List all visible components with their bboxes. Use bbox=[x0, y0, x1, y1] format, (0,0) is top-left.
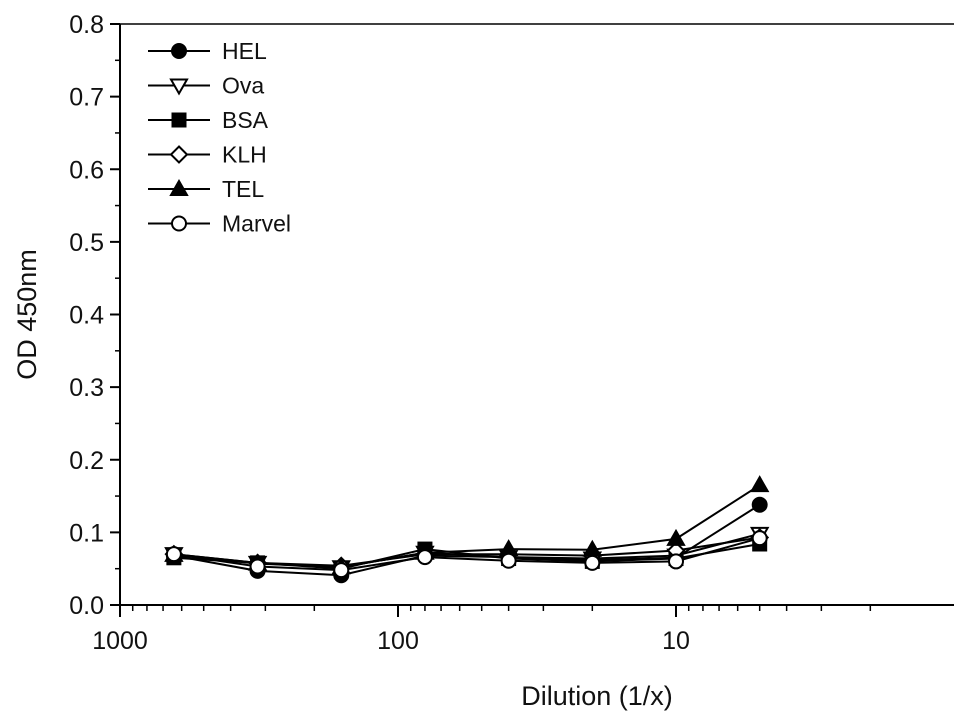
x-tick-label: 10 bbox=[662, 627, 690, 655]
legend-label-marvel: Marvel bbox=[222, 211, 291, 237]
series-line-tel bbox=[173, 484, 761, 569]
y-axis-label: OD 450nm bbox=[12, 249, 42, 380]
series-markers bbox=[164, 475, 770, 584]
legend-label-hel: HEL bbox=[222, 38, 267, 64]
x-tick-label: 100 bbox=[377, 627, 419, 655]
y-tick-label: 0.6 bbox=[69, 156, 104, 184]
y-tick-label: 0.8 bbox=[69, 11, 104, 39]
point-marvel bbox=[500, 552, 517, 569]
point-marvel bbox=[584, 554, 601, 571]
legend-marker-tel bbox=[169, 178, 189, 196]
y-tick-label: 0.5 bbox=[69, 229, 104, 257]
legend-label-ova: Ova bbox=[222, 73, 264, 99]
series-lines bbox=[173, 484, 761, 577]
legend-label-klh: KLH bbox=[222, 142, 267, 168]
legend-marker-bsa bbox=[171, 112, 187, 128]
legend: HEL Ova BSA KLH TEL Marvel bbox=[148, 38, 291, 237]
point-marvel bbox=[751, 530, 768, 547]
y-tick-label: 0.1 bbox=[69, 519, 104, 547]
y-tick-label: 0.4 bbox=[69, 302, 104, 330]
point-tel bbox=[666, 528, 686, 546]
legend-marker-ova bbox=[169, 78, 189, 96]
y-tick-label: 0.7 bbox=[69, 84, 104, 112]
point-tel bbox=[749, 475, 770, 493]
x-tick-label: 1000 bbox=[92, 627, 148, 655]
legend-marker-marvel bbox=[171, 215, 187, 232]
legend-label-tel: TEL bbox=[222, 176, 264, 202]
point-marvel bbox=[416, 549, 433, 566]
legend-label-bsa: BSA bbox=[222, 107, 269, 133]
y-tick-label: 0.3 bbox=[69, 374, 104, 402]
legend-marker-hel bbox=[171, 43, 187, 59]
point-marvel bbox=[249, 558, 266, 575]
point-hel bbox=[751, 496, 768, 513]
y-tick-label: 0.0 bbox=[69, 592, 104, 620]
axes: 0.0 0.1 0.2 0.3 0.4 0.5 0.6 0.7 0.8 1000 100 10 bbox=[69, 11, 954, 655]
legend-marker-klh bbox=[169, 145, 189, 164]
point-marvel bbox=[333, 562, 350, 579]
point-marvel bbox=[165, 546, 182, 563]
series-line-marvel bbox=[173, 537, 760, 572]
point-marvel bbox=[668, 553, 684, 570]
y-tick-label: 0.2 bbox=[69, 447, 104, 475]
x-axis-label: Dilution (1/x) bbox=[521, 681, 673, 711]
